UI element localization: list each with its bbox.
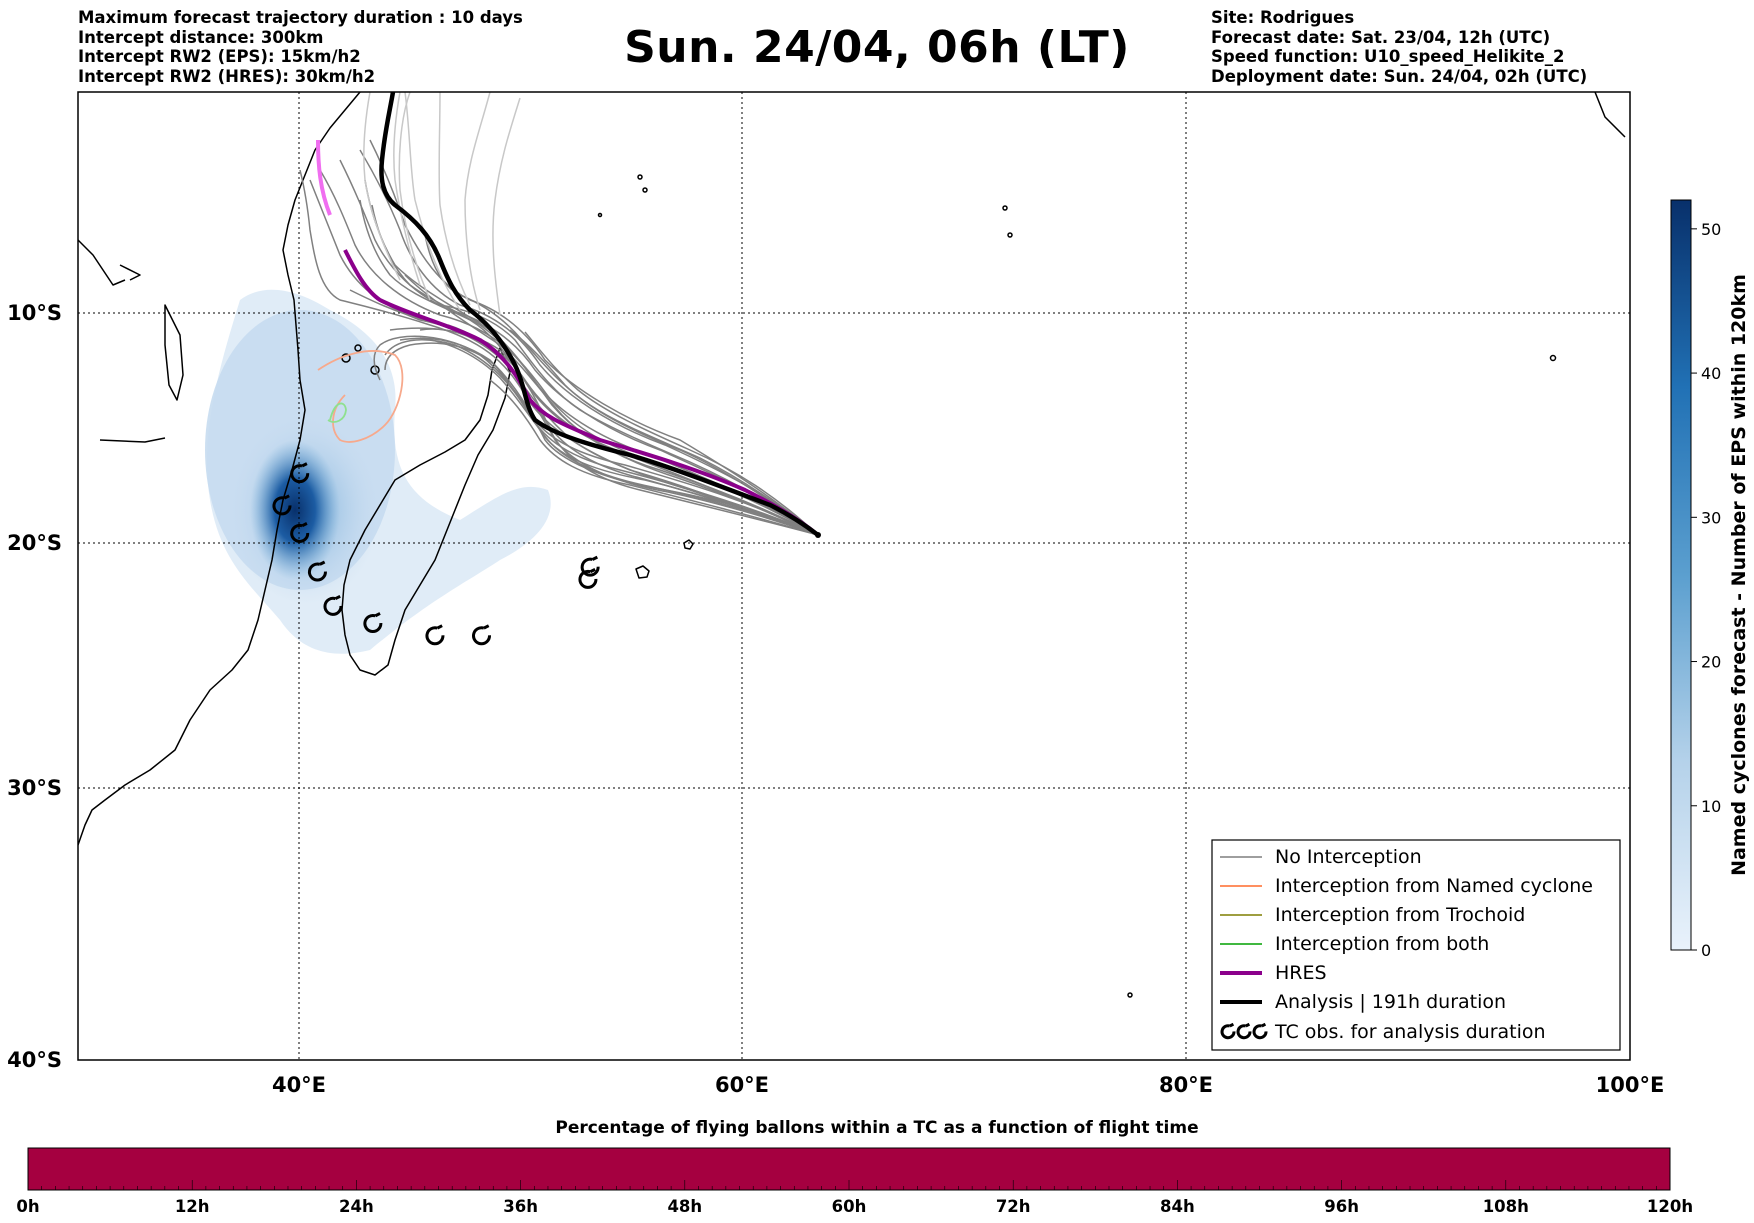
colorbar-tick-label: 20 (1701, 653, 1721, 672)
release-site-marker (815, 532, 821, 538)
map-grid (78, 92, 1630, 1060)
hres-early-segment (316, 139, 332, 216)
legend-label: No Interception (1275, 846, 1422, 868)
header-left-line: Intercept distance: 300km (78, 27, 324, 47)
header-right: Site: Rodrigues Forecast date: Sat. 23/0… (1211, 8, 1587, 86)
legend: No Interception Interception from Named … (1211, 839, 1621, 1051)
cyclone-density-shading (205, 289, 551, 654)
map-border (77, 91, 1631, 1061)
legend-box (1211, 839, 1621, 1051)
header-left: Maximum forecast trajectory duration : 1… (78, 8, 523, 86)
tc-obs-marker (290, 522, 310, 543)
tc-obs-marker (323, 594, 343, 616)
flight-time-label: 60h (832, 1197, 867, 1216)
tc-obs-marker (578, 568, 598, 589)
tc-obs-marker (1252, 1022, 1268, 1040)
lon-tick-label: 100°E (1596, 1073, 1665, 1097)
map-axes: 40°E 60°E 80°E 100°E 10°S 20°S 30°S 40°S (7, 301, 1664, 1097)
legend-label: Interception from Named cyclone (1275, 875, 1593, 897)
header-right-line: Speed function: U10_speed_Helikite_2 (1211, 47, 1565, 66)
faint-trajectories (363, 92, 521, 316)
flight-time-label: 120h (1647, 1197, 1693, 1216)
flight-time-label: 108h (1483, 1197, 1529, 1216)
tc-obs-marker (290, 462, 310, 484)
header-left-line: Intercept RW2 (HRES): 30km/h2 (78, 66, 376, 86)
header-left-line: Intercept RW2 (EPS): 15km/h2 (78, 47, 361, 66)
legend-label: TC obs. for analysis duration (1274, 1021, 1546, 1043)
colorbar-tick-label: 40 (1701, 364, 1721, 383)
both-interception-trajectory (327, 402, 347, 423)
flight-time-bar: 0h 12h 24h 36h 48h 60h 72h 84h 96h 108h 120h (16, 1147, 1693, 1216)
flight-time-title: Percentage of flying ballons within a TC… (555, 1118, 1199, 1138)
legend-label: Interception from both (1275, 933, 1489, 955)
tc-obs-marker (307, 560, 327, 582)
flight-time-label: 0h (16, 1197, 39, 1216)
header-right-line: Deployment date: Sun. 24/04, 02h (UTC) (1211, 66, 1588, 86)
lat-tick-label: 10°S (7, 301, 62, 325)
hres-trajectory (343, 249, 820, 537)
tc-obs-marker (425, 624, 445, 646)
cyclone-symbol-icon (1220, 1022, 1268, 1040)
legend-label: Interception from Trochoid (1275, 904, 1525, 926)
flight-time-label: 48h (667, 1197, 702, 1216)
tc-obs-markers (272, 462, 600, 646)
colorbar-tick-label: 10 (1701, 797, 1721, 816)
tc-obs-marker (363, 612, 383, 633)
legend-label: Analysis | 191h duration (1275, 991, 1506, 1013)
analysis-trajectory (379, 92, 820, 537)
colorbar-tick-label: 50 (1701, 220, 1721, 239)
flight-time-label: 72h (996, 1197, 1031, 1216)
header-right-line: Forecast date: Sat. 23/04, 12h (UTC) (1211, 27, 1551, 47)
colorbar-tick-label: 30 (1701, 508, 1721, 527)
lon-tick-label: 40°E (272, 1073, 326, 1097)
tc-obs-marker (472, 624, 491, 646)
flight-time-label: 96h (1324, 1197, 1359, 1216)
flight-time-label: 36h (503, 1197, 538, 1216)
tc-obs-marker (1220, 1022, 1236, 1040)
lon-tick-label: 60°E (715, 1073, 769, 1097)
flight-time-label: 24h (339, 1197, 374, 1216)
colorbar-tick-label: 0 (1701, 941, 1711, 960)
map-title: Sun. 24/04, 06h (LT) (624, 22, 1130, 73)
lat-tick-label: 20°S (7, 531, 62, 555)
lon-tick-label: 80°E (1159, 1073, 1213, 1097)
header-left-line: Maximum forecast trajectory duration : 1… (78, 8, 523, 27)
density-colorbar: 0 10 20 30 40 50 Named cyclones forecast - Nu… (1670, 199, 1750, 960)
header-right-line: Site: Rodrigues (1211, 8, 1355, 27)
named-cyclone-interception-trajectory (317, 350, 404, 443)
flight-time-label: 12h (175, 1197, 210, 1216)
tc-obs-marker (1236, 1022, 1252, 1040)
lat-tick-label: 40°S (7, 1048, 62, 1072)
lat-tick-label: 30°S (7, 776, 62, 800)
legend-label: HRES (1275, 962, 1327, 984)
colorbar-label: Named cyclones forecast - Number of EPS … (1728, 274, 1750, 876)
flight-time-label: 84h (1160, 1197, 1195, 1216)
coastlines (78, 92, 1626, 998)
tc-obs-marker (272, 494, 292, 516)
colorbar-gradient (1670, 199, 1692, 951)
